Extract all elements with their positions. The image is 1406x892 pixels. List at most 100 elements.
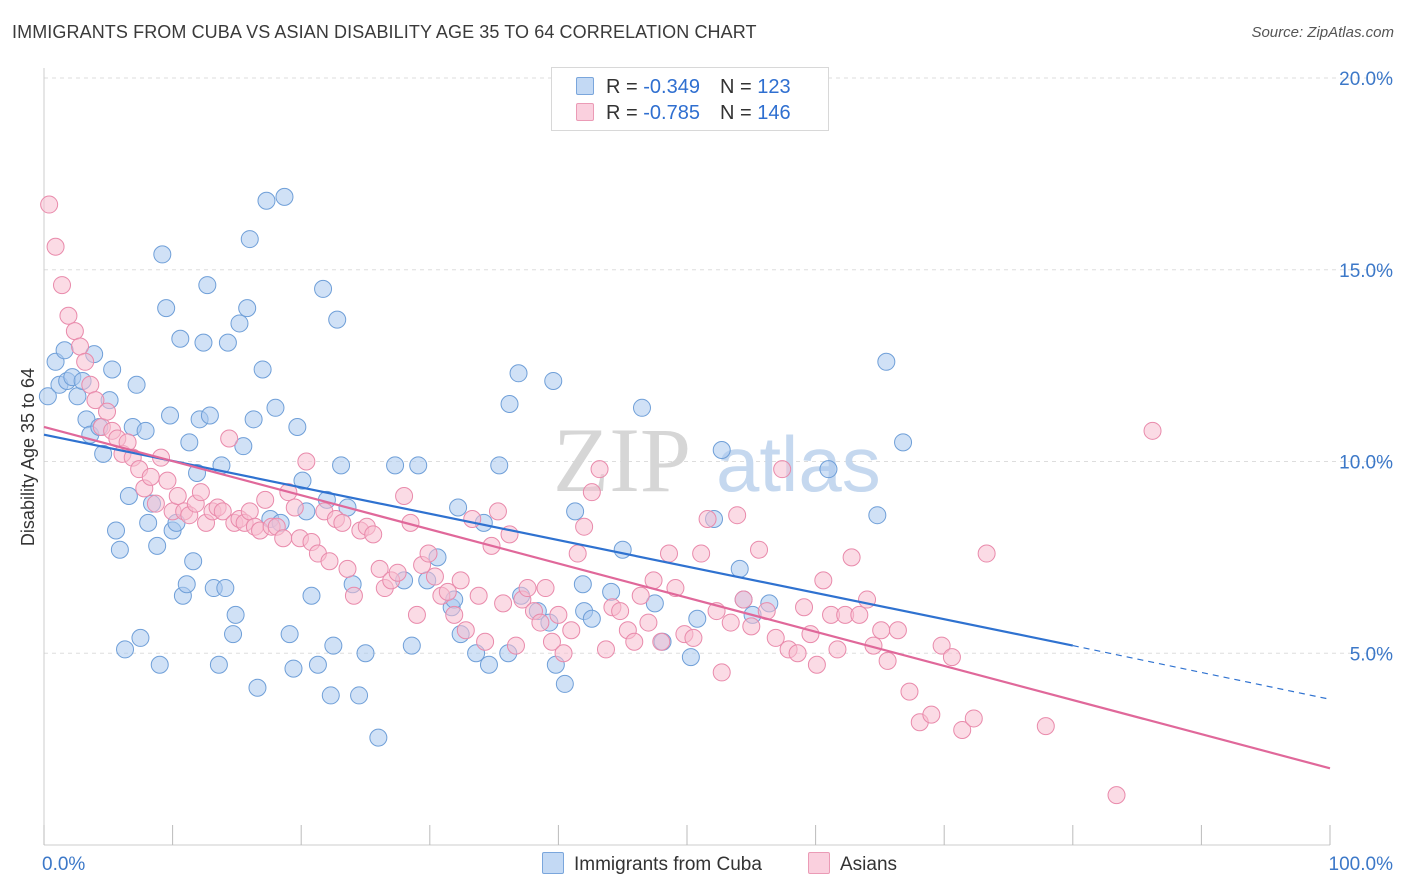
chart-title: IMMIGRANTS FROM CUBA VS ASIAN DISABILITY…: [12, 22, 757, 42]
asian-point: [364, 525, 383, 544]
trend-lines: [43, 425, 1331, 770]
cuba-point: [582, 609, 601, 628]
cuba-point: [321, 686, 340, 705]
asian-point: [814, 571, 833, 590]
asian-point: [463, 510, 482, 529]
asian-point: [518, 579, 537, 598]
cuba-point: [157, 299, 176, 318]
x-tick-labels: 0.0% 100.0%: [42, 854, 1393, 875]
legend-n-value: 146: [757, 102, 791, 124]
legend-row-cuba: R = -0.349 N = 123: [576, 76, 791, 100]
cuba-point: [479, 655, 498, 674]
asian-point: [562, 621, 581, 640]
legend-swatch-asian: [808, 852, 830, 874]
x-tick-label: 100.0%: [1329, 854, 1394, 875]
asian-point: [712, 663, 731, 682]
cuba-point: [332, 456, 351, 475]
cuba-point: [302, 586, 321, 605]
asian-point: [721, 613, 740, 632]
asian-point: [438, 582, 457, 601]
cuba-point: [55, 341, 74, 360]
legend-row-asian: R = -0.785 N = 146: [576, 102, 791, 126]
asian-point: [370, 559, 389, 578]
asian-point: [742, 617, 761, 636]
asian-point: [788, 644, 807, 663]
legend-label-cuba: Immigrants from Cuba: [574, 854, 762, 875]
legend-r-label: R =: [606, 76, 644, 98]
cuba-point: [218, 333, 237, 352]
cuba-point: [819, 460, 838, 479]
cuba-point: [681, 648, 700, 667]
cuba-point: [209, 655, 228, 674]
asian-point: [536, 579, 555, 598]
cuba-point: [386, 456, 405, 475]
cuba-point: [136, 421, 155, 440]
cuba-point: [544, 371, 563, 390]
cuba-point: [288, 417, 307, 436]
asian-point: [469, 586, 488, 605]
cuba-point: [868, 506, 887, 525]
x-tick-label: 0.0%: [42, 854, 85, 875]
legend-n-value: 123: [757, 76, 791, 98]
legend-n-label: N =: [719, 102, 758, 124]
cuba-point: [369, 728, 388, 747]
asian-point: [141, 467, 160, 486]
chart-source: Source: ZipAtlas.com: [1251, 24, 1394, 41]
cuba-point: [150, 655, 169, 674]
asian-point: [274, 529, 293, 548]
asian-point: [506, 636, 525, 655]
asian-point: [344, 586, 363, 605]
asian-point: [158, 471, 177, 490]
asian-point: [942, 648, 961, 667]
cuba-point: [116, 640, 135, 659]
asian-point: [76, 352, 95, 371]
y-tick-label: 10.0%: [1339, 453, 1393, 474]
asian-point: [320, 552, 339, 571]
asian-point: [395, 487, 414, 506]
cuba-point: [240, 230, 259, 249]
asian-point: [807, 655, 826, 674]
cuba-point: [328, 310, 347, 329]
asian-point: [456, 621, 475, 640]
watermark: ZIP atlas: [553, 409, 881, 511]
cuba-point: [94, 444, 113, 463]
asian-point: [766, 628, 785, 647]
asian-point: [488, 502, 507, 521]
cuba-point: [224, 625, 243, 644]
cuba-point: [139, 513, 158, 532]
asian-point: [878, 651, 897, 670]
asian-point: [40, 195, 59, 214]
asian-point: [692, 544, 711, 563]
asian-point: [652, 632, 671, 651]
cuba-point: [449, 498, 468, 517]
cuba-point: [180, 433, 199, 452]
asian-point: [425, 567, 444, 586]
cuba-point: [131, 628, 150, 647]
cuba-point: [234, 437, 253, 456]
legend-swatch-cuba: [576, 77, 594, 95]
legend-item-asian: Asians: [808, 852, 897, 876]
cuba-point: [226, 605, 245, 624]
correlation-legend: R = -0.349 N = 123 R = -0.785 N = 146: [551, 67, 829, 131]
asian-point: [828, 640, 847, 659]
cuba-point: [314, 279, 333, 298]
asian-point: [549, 605, 568, 624]
asian-point: [168, 487, 187, 506]
cuba-point: [200, 406, 219, 425]
asian-point: [220, 429, 239, 448]
cuba-point: [38, 387, 57, 406]
legend-swatch-asian: [576, 103, 594, 121]
asian-point: [285, 498, 304, 517]
asian-point: [932, 636, 951, 655]
asian-point: [191, 483, 210, 502]
grid-lines: [44, 77, 1395, 654]
watermark-atlas: atlas: [716, 420, 881, 508]
cuba-point: [877, 352, 896, 371]
cuba-point: [555, 674, 574, 693]
cuba-point: [153, 245, 172, 264]
asian-point: [964, 709, 983, 728]
asian-point: [582, 483, 601, 502]
cuba-point: [253, 360, 272, 379]
cuba-point: [308, 655, 327, 674]
